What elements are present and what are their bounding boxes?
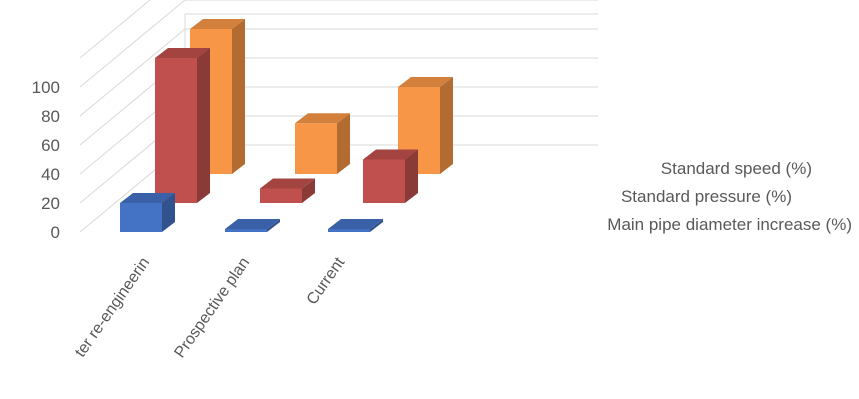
grid-line-side — [79, 0, 186, 88]
y-tick-label: 20 — [41, 194, 60, 213]
y-tick-label: 0 — [51, 223, 60, 242]
bar-front — [260, 188, 302, 203]
bar-top — [363, 149, 418, 160]
bar — [295, 113, 350, 174]
series-label: Main pipe diameter increase (%) — [607, 215, 852, 234]
bar-top — [398, 77, 453, 87]
bar-layer — [120, 19, 453, 232]
bar — [155, 48, 210, 203]
x-tick-label: ter re-engineerin — [72, 255, 153, 361]
y-tick-labels: 0 20 40 60 80 100 — [32, 78, 60, 242]
bar — [260, 178, 315, 203]
grid-line-side — [79, 28, 186, 117]
bar-front — [328, 229, 370, 232]
bar — [120, 193, 175, 232]
x-tick-labels: ter re-engineerin Prospective plan Current — [72, 254, 349, 361]
y-tick-label: 60 — [41, 136, 60, 155]
bar-side — [302, 178, 315, 203]
bar-front — [120, 203, 162, 232]
bar-front — [295, 123, 337, 174]
bar-side — [337, 113, 350, 174]
bar-front — [225, 229, 267, 232]
y-tick-label: 100 — [32, 78, 60, 97]
bar-side — [197, 48, 210, 203]
x-tick-label: Prospective plan — [171, 255, 253, 362]
bar-top — [120, 193, 175, 203]
bar-top — [190, 19, 245, 29]
bar — [328, 219, 383, 232]
bar — [225, 219, 280, 232]
series-label: Standard pressure (%) — [621, 187, 792, 206]
bar-top — [295, 113, 350, 124]
bar-side — [162, 193, 175, 232]
bar-front — [363, 159, 405, 203]
bar — [398, 77, 453, 174]
y-tick-label: 40 — [41, 165, 60, 184]
bar-side — [232, 19, 245, 174]
bar-top — [260, 178, 315, 189]
bar-top — [328, 219, 383, 229]
bar-side — [405, 149, 418, 203]
grid-line-side — [79, 0, 151, 59]
x-tick-label: Current — [304, 254, 349, 308]
bar-side — [267, 219, 280, 232]
bar-side — [440, 77, 453, 174]
series-label: Standard speed (%) — [661, 159, 812, 178]
bar-top — [155, 48, 210, 58]
y-tick-label: 80 — [41, 107, 60, 126]
series-labels: Main pipe diameter increase (%) Standard … — [607, 159, 852, 234]
bar-top — [225, 219, 280, 229]
bar-side — [370, 219, 383, 232]
bar-front — [155, 58, 197, 203]
bar — [363, 149, 418, 203]
